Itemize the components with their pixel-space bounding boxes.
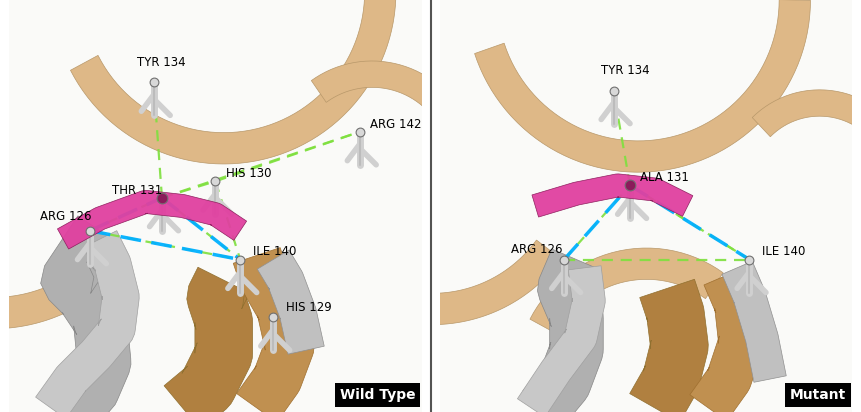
Polygon shape: [474, 0, 809, 172]
Polygon shape: [58, 190, 246, 249]
Point: [146, 79, 160, 86]
Text: THR 131: THR 131: [113, 184, 163, 197]
Point: [155, 194, 169, 201]
Polygon shape: [531, 174, 692, 217]
Polygon shape: [35, 231, 139, 412]
Polygon shape: [530, 248, 722, 334]
Text: ARG 126: ARG 126: [40, 211, 92, 223]
Text: HIS 129: HIS 129: [285, 301, 331, 314]
Polygon shape: [272, 13, 561, 325]
Text: ARG 142: ARG 142: [369, 118, 421, 131]
Point: [606, 87, 620, 94]
Point: [352, 129, 366, 135]
Point: [83, 227, 96, 234]
Point: [556, 256, 570, 263]
Polygon shape: [257, 250, 324, 354]
Text: ILE 140: ILE 140: [252, 246, 295, 258]
Polygon shape: [164, 267, 252, 412]
Text: TYR 134: TYR 134: [137, 56, 186, 69]
Text: HIS 130: HIS 130: [226, 167, 271, 180]
Text: ALA 131: ALA 131: [640, 171, 689, 184]
Point: [233, 256, 247, 263]
Polygon shape: [523, 249, 603, 412]
Polygon shape: [0, 0, 115, 329]
Point: [266, 314, 280, 321]
Point: [741, 256, 755, 263]
Polygon shape: [311, 61, 475, 165]
Polygon shape: [689, 267, 763, 412]
Text: Wild Type: Wild Type: [339, 388, 415, 402]
Polygon shape: [71, 0, 395, 164]
Text: Mutant: Mutant: [790, 388, 846, 402]
Polygon shape: [233, 248, 314, 412]
Polygon shape: [629, 279, 708, 412]
Polygon shape: [40, 216, 131, 412]
Polygon shape: [722, 261, 785, 382]
Text: ILE 140: ILE 140: [761, 246, 804, 258]
Text: TYR 134: TYR 134: [600, 64, 649, 77]
Text: ARG 126: ARG 126: [510, 243, 561, 256]
Polygon shape: [517, 266, 604, 412]
Polygon shape: [752, 90, 861, 186]
Point: [623, 182, 636, 189]
Point: [208, 178, 222, 185]
